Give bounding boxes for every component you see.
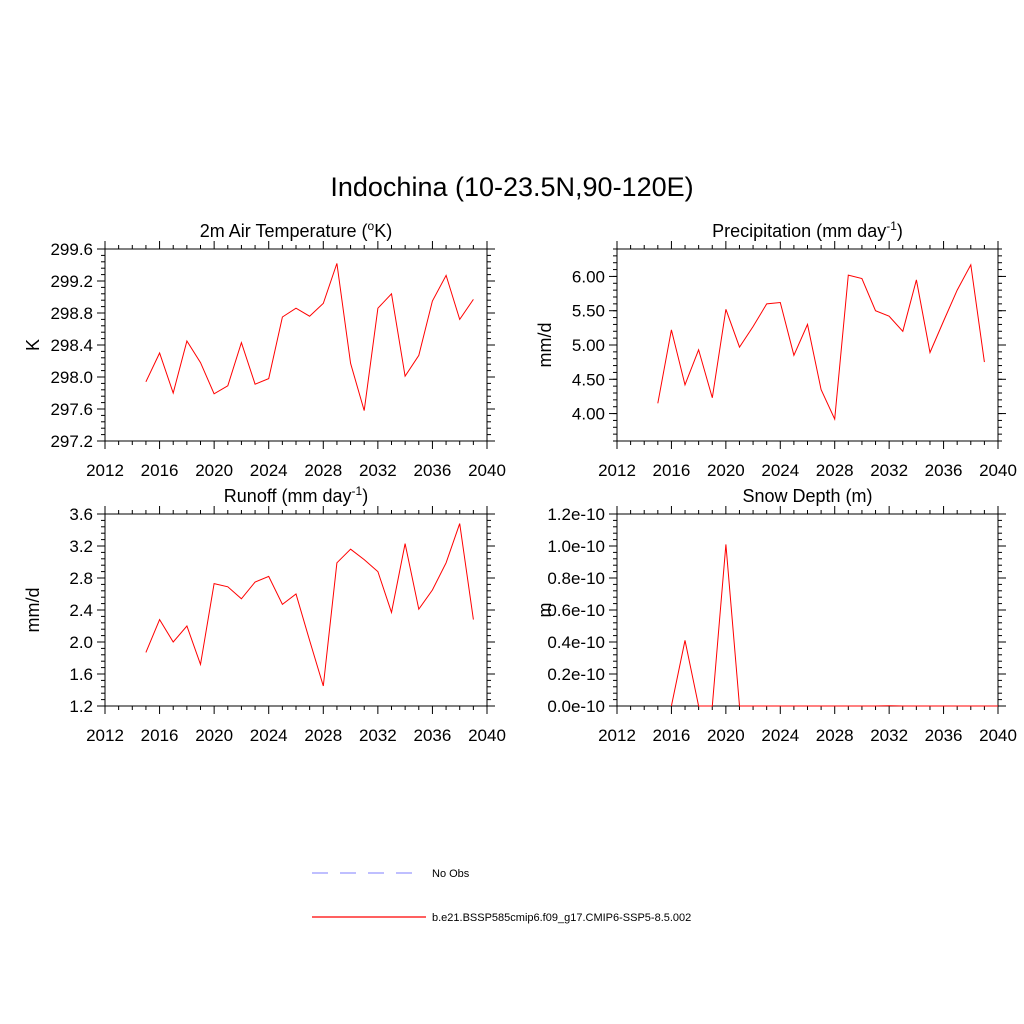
y-tick-label: 4.50 xyxy=(572,370,605,389)
y-tick-label: 6.00 xyxy=(572,267,605,286)
y-tick-label: 5.00 xyxy=(572,336,605,355)
x-tick-label: 2012 xyxy=(86,461,124,480)
x-tick-label: 2016 xyxy=(141,726,179,745)
plot-frame xyxy=(104,248,488,442)
series-line xyxy=(670,544,998,707)
y-tick-label: 4.00 xyxy=(572,405,605,424)
panel-title: Snow Depth (m) xyxy=(742,486,872,506)
x-tick-label: 2040 xyxy=(468,726,506,745)
panel-title: Precipitation (mm day-1) xyxy=(712,219,903,241)
y-tick-label: 298.4 xyxy=(50,336,93,355)
y-axis-label: mm/d xyxy=(23,588,43,633)
x-tick-label: 2024 xyxy=(761,461,799,480)
panel-2: Precipitation (mm day-1) mm/d 2012 2016 2020… xyxy=(535,219,1017,480)
y-tick-label: 0.8e-10 xyxy=(547,569,605,588)
y-tick-label: 1.0e-10 xyxy=(547,537,605,556)
y-tick-label: 0.0e-10 xyxy=(547,697,605,716)
x-tick-label: 2016 xyxy=(141,461,179,480)
x-tick-label: 2020 xyxy=(707,726,745,745)
y-axis-label: mm/d xyxy=(535,323,555,368)
x-tick-label: 2032 xyxy=(359,461,397,480)
x-tick-label: 2040 xyxy=(468,461,506,480)
y-tick-label: 298.8 xyxy=(50,304,93,323)
y-tick-label: 297.6 xyxy=(50,400,93,419)
panels-group: 2m Air Temperature (oK) K 2012 2016 2020 2024… xyxy=(23,219,1017,745)
y-tick-label: 0.2e-10 xyxy=(547,665,605,684)
panel-title: Runoff (mm day-1) xyxy=(224,484,368,506)
x-tick-label: 2012 xyxy=(598,461,636,480)
y-tick-label: 0.6e-10 xyxy=(547,601,605,620)
x-tick-label: 2012 xyxy=(598,726,636,745)
plot-frame xyxy=(616,248,999,442)
y-tick-label: 2.0 xyxy=(69,633,93,652)
x-tick-label: 2016 xyxy=(653,726,691,745)
y-tick-label: 299.2 xyxy=(50,272,93,291)
plot-frame xyxy=(616,513,999,707)
y-axis-label: m xyxy=(535,603,555,618)
y-tick-label: 1.2 xyxy=(69,697,93,716)
y-tick-label: 3.2 xyxy=(69,537,93,556)
x-tick-label: 2028 xyxy=(816,726,854,745)
x-tick-label: 2036 xyxy=(414,726,452,745)
x-tick-label: 2028 xyxy=(304,726,342,745)
x-tick-label: 2040 xyxy=(979,726,1017,745)
y-tick-label: 5.50 xyxy=(572,302,605,321)
y-tick-label: 2.4 xyxy=(69,601,93,620)
x-tick-label: 2024 xyxy=(250,461,288,480)
panel-3: Runoff (mm day-1) mm/d 2012 2016 2020 2024 202… xyxy=(23,484,506,745)
panel-1: 2m Air Temperature (oK) K 2012 2016 2020 2024… xyxy=(23,219,506,480)
x-tick-label: 2016 xyxy=(653,461,691,480)
legend: No Obs b.e21.BSSP585cmip6.f09_g17.CMIP6-… xyxy=(312,868,691,924)
figure-title: Indochina (10-23.5N,90-120E) xyxy=(330,172,693,202)
legend-model-label: b.e21.BSSP585cmip6.f09_g17.CMIP6-SSP5-8.… xyxy=(432,912,691,924)
x-tick-label: 2028 xyxy=(304,461,342,480)
x-tick-label: 2028 xyxy=(816,461,854,480)
legend-obs-label: No Obs xyxy=(432,868,470,880)
y-tick-label: 1.2e-10 xyxy=(547,505,605,524)
x-tick-label: 2036 xyxy=(925,726,963,745)
y-tick-label: 0.4e-10 xyxy=(547,633,605,652)
x-tick-label: 2020 xyxy=(707,461,745,480)
x-tick-label: 2036 xyxy=(925,461,963,480)
panel-title: 2m Air Temperature (oK) xyxy=(200,219,392,241)
x-tick-label: 2040 xyxy=(979,461,1017,480)
series-line xyxy=(145,523,474,687)
x-tick-label: 2012 xyxy=(86,726,124,745)
panel-4: Snow Depth (m) m 2012 2016 2020 2024 2028 2032 2… xyxy=(535,486,1017,745)
x-tick-label: 2032 xyxy=(359,726,397,745)
series-line xyxy=(657,263,985,421)
y-tick-label: 3.6 xyxy=(69,505,93,524)
y-tick-label: 299.6 xyxy=(50,240,93,259)
y-tick-label: 2.8 xyxy=(69,569,93,588)
x-tick-label: 2032 xyxy=(870,726,908,745)
series-line xyxy=(145,263,474,411)
x-tick-label: 2020 xyxy=(195,726,233,745)
x-tick-label: 2036 xyxy=(414,461,452,480)
x-tick-label: 2024 xyxy=(761,726,799,745)
x-tick-label: 2032 xyxy=(870,461,908,480)
x-tick-label: 2024 xyxy=(250,726,288,745)
plot-frame xyxy=(104,513,488,707)
y-tick-label: 298.0 xyxy=(50,368,93,387)
x-tick-label: 2020 xyxy=(195,461,233,480)
y-tick-label: 1.6 xyxy=(69,665,93,684)
y-axis-label: K xyxy=(23,339,43,351)
y-tick-label: 297.2 xyxy=(50,432,93,451)
